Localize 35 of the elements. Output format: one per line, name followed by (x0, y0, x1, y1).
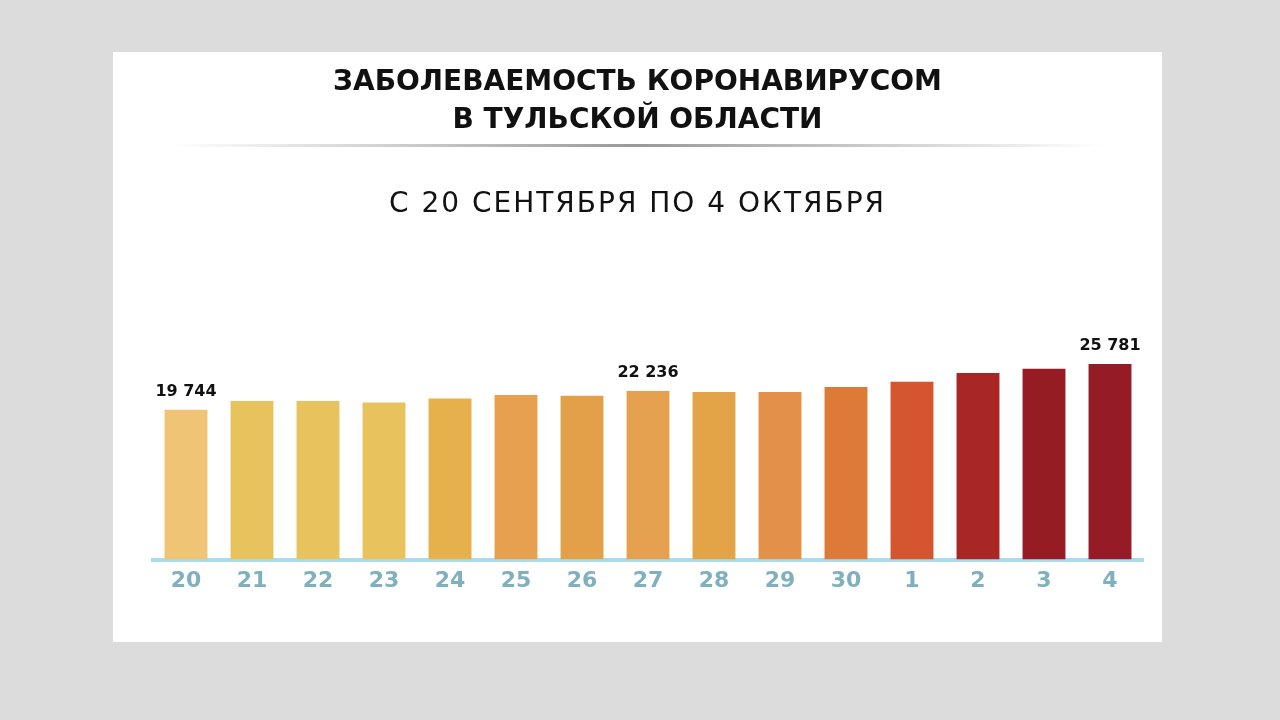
bar (560, 395, 604, 560)
x-tick-label: 2 (970, 566, 986, 592)
bar (758, 391, 802, 560)
bar (230, 401, 274, 560)
x-tick-label: 26 (566, 566, 598, 592)
bar (1088, 364, 1132, 560)
bar (362, 402, 406, 560)
x-tick-label: 23 (368, 566, 400, 592)
chart-title: ЗАБОЛЕВАЕМОСТЬ КОРОНАВИРУСОМ В ТУЛЬСКОЙ ОБЛАСТИ (332, 63, 943, 137)
bar (626, 390, 670, 560)
bar (956, 372, 1000, 560)
x-tick-label: 29 (764, 566, 796, 592)
data-label: 19 744 (155, 380, 217, 400)
x-tick-label: 24 (434, 566, 466, 592)
bar (296, 401, 340, 560)
bar (494, 394, 538, 560)
bar (428, 398, 472, 560)
x-tick-label: 28 (698, 566, 730, 592)
chart-subtitle: С 20 СЕНТЯБРЯ ПО 4 ОКТЯБРЯ (388, 186, 887, 219)
x-tick-label: 27 (632, 566, 664, 592)
x-tick-label: 20 (170, 566, 202, 592)
bar (692, 391, 736, 560)
x-tick-label: 1 (904, 566, 920, 592)
bar (824, 387, 868, 560)
x-tick-label: 25 (500, 566, 532, 592)
x-tick-label: 3 (1036, 566, 1052, 592)
x-tick-label: 4 (1102, 566, 1118, 592)
x-tick-label: 22 (302, 566, 334, 592)
bar (164, 409, 208, 560)
x-tick-label: 30 (830, 566, 862, 592)
data-label: 25 781 (1079, 335, 1141, 355)
bar (890, 381, 934, 560)
x-tick-label: 21 (236, 566, 268, 592)
data-label: 22 236 (617, 362, 679, 382)
bar (1022, 368, 1066, 560)
